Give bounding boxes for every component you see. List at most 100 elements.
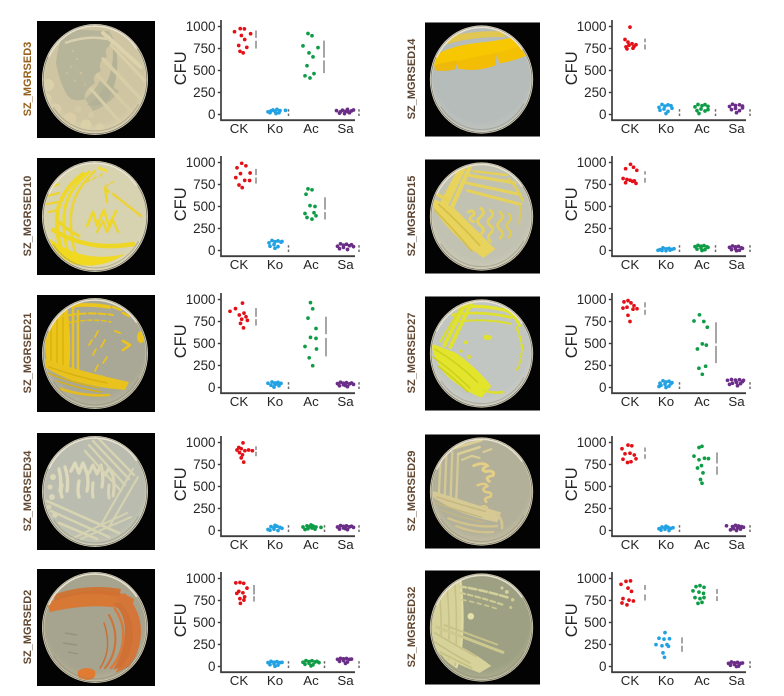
- svg-text:Ko: Ko: [266, 394, 282, 409]
- svg-text:500: 500: [584, 63, 606, 78]
- svg-text:250: 250: [193, 501, 215, 516]
- svg-text:CFU: CFU: [563, 603, 581, 637]
- svg-text:250: 250: [193, 85, 215, 100]
- svg-text:0: 0: [599, 243, 606, 258]
- svg-text:Ko: Ko: [657, 121, 673, 136]
- svg-text:500: 500: [584, 199, 606, 214]
- svg-text:0: 0: [599, 380, 606, 395]
- svg-text:Ac: Ac: [303, 257, 319, 272]
- svg-text:750: 750: [193, 314, 215, 329]
- svg-text:250: 250: [584, 637, 606, 652]
- svg-text:CK: CK: [229, 537, 248, 552]
- svg-text:500: 500: [193, 199, 215, 214]
- svg-text:250: 250: [193, 221, 215, 236]
- svg-text:0: 0: [208, 380, 215, 395]
- svg-text:500: 500: [193, 336, 215, 351]
- svg-text:Ko: Ko: [657, 537, 673, 552]
- svg-text:Sa: Sa: [728, 394, 745, 409]
- svg-text:0: 0: [599, 107, 606, 122]
- svg-text:Sa: Sa: [337, 257, 354, 272]
- svg-text:Ac: Ac: [694, 537, 710, 552]
- svg-text:Ac: Ac: [694, 257, 710, 272]
- svg-text:CK: CK: [620, 673, 639, 688]
- svg-text:CFU: CFU: [563, 51, 581, 85]
- svg-text:Ac: Ac: [694, 673, 710, 688]
- svg-text:1000: 1000: [185, 19, 215, 34]
- svg-text:1000: 1000: [185, 571, 215, 586]
- svg-text:CK: CK: [620, 537, 639, 552]
- svg-text:0: 0: [599, 659, 606, 674]
- svg-text:CFU: CFU: [172, 51, 190, 85]
- svg-text:250: 250: [584, 85, 606, 100]
- svg-text:Sa: Sa: [337, 121, 354, 136]
- svg-text:CK: CK: [229, 394, 248, 409]
- svg-text:Sa: Sa: [728, 673, 745, 688]
- svg-text:250: 250: [584, 221, 606, 236]
- svg-text:CFU: CFU: [172, 467, 190, 501]
- svg-text:CFU: CFU: [172, 324, 190, 358]
- svg-text:750: 750: [193, 457, 215, 472]
- svg-text:Sa: Sa: [337, 673, 354, 688]
- svg-text:1000: 1000: [576, 571, 606, 586]
- svg-text:Ko: Ko: [266, 673, 282, 688]
- svg-text:Sa: Sa: [728, 121, 745, 136]
- svg-text:0: 0: [208, 523, 215, 538]
- svg-text:250: 250: [193, 637, 215, 652]
- svg-text:Sa: Sa: [728, 257, 745, 272]
- svg-text:750: 750: [584, 177, 606, 192]
- svg-text:250: 250: [584, 501, 606, 516]
- svg-text:Sa: Sa: [728, 537, 745, 552]
- svg-text:CFU: CFU: [172, 603, 190, 637]
- svg-text:Ac: Ac: [303, 121, 319, 136]
- svg-text:0: 0: [208, 243, 215, 258]
- svg-text:Ac: Ac: [694, 121, 710, 136]
- svg-text:1000: 1000: [576, 155, 606, 170]
- svg-text:500: 500: [193, 615, 215, 630]
- svg-text:Ko: Ko: [266, 537, 282, 552]
- svg-text:1000: 1000: [576, 292, 606, 307]
- svg-text:500: 500: [193, 479, 215, 494]
- svg-text:Sa: Sa: [337, 537, 354, 552]
- svg-text:500: 500: [584, 615, 606, 630]
- svg-text:CFU: CFU: [172, 187, 190, 221]
- svg-text:500: 500: [584, 479, 606, 494]
- svg-text:Sa: Sa: [337, 394, 354, 409]
- svg-text:CK: CK: [620, 121, 639, 136]
- svg-text:750: 750: [584, 593, 606, 608]
- svg-text:CK: CK: [229, 121, 248, 136]
- svg-text:750: 750: [584, 41, 606, 56]
- svg-text:CFU: CFU: [563, 324, 581, 358]
- svg-text:250: 250: [584, 358, 606, 373]
- svg-text:1000: 1000: [576, 19, 606, 34]
- svg-text:CFU: CFU: [563, 467, 581, 501]
- svg-text:1000: 1000: [185, 292, 215, 307]
- svg-text:0: 0: [599, 523, 606, 538]
- svg-text:0: 0: [208, 107, 215, 122]
- svg-text:Ac: Ac: [303, 394, 319, 409]
- svg-text:750: 750: [584, 314, 606, 329]
- svg-text:Ko: Ko: [657, 394, 673, 409]
- svg-text:250: 250: [193, 358, 215, 373]
- svg-text:1000: 1000: [576, 435, 606, 450]
- svg-text:1000: 1000: [185, 435, 215, 450]
- svg-text:750: 750: [193, 593, 215, 608]
- svg-text:CK: CK: [229, 673, 248, 688]
- svg-text:CFU: CFU: [563, 187, 581, 221]
- svg-text:CK: CK: [229, 257, 248, 272]
- svg-text:750: 750: [193, 41, 215, 56]
- svg-text:CK: CK: [620, 257, 639, 272]
- svg-text:CK: CK: [620, 394, 639, 409]
- svg-text:0: 0: [208, 659, 215, 674]
- svg-text:Ac: Ac: [303, 673, 319, 688]
- svg-text:Ac: Ac: [303, 537, 319, 552]
- svg-text:Ko: Ko: [266, 257, 282, 272]
- svg-text:500: 500: [193, 63, 215, 78]
- svg-text:750: 750: [584, 457, 606, 472]
- svg-text:Ac: Ac: [694, 394, 710, 409]
- svg-text:Ko: Ko: [266, 121, 282, 136]
- svg-text:750: 750: [193, 177, 215, 192]
- svg-text:Ko: Ko: [657, 673, 673, 688]
- svg-text:500: 500: [584, 336, 606, 351]
- svg-text:1000: 1000: [185, 155, 215, 170]
- svg-text:Ko: Ko: [657, 257, 673, 272]
